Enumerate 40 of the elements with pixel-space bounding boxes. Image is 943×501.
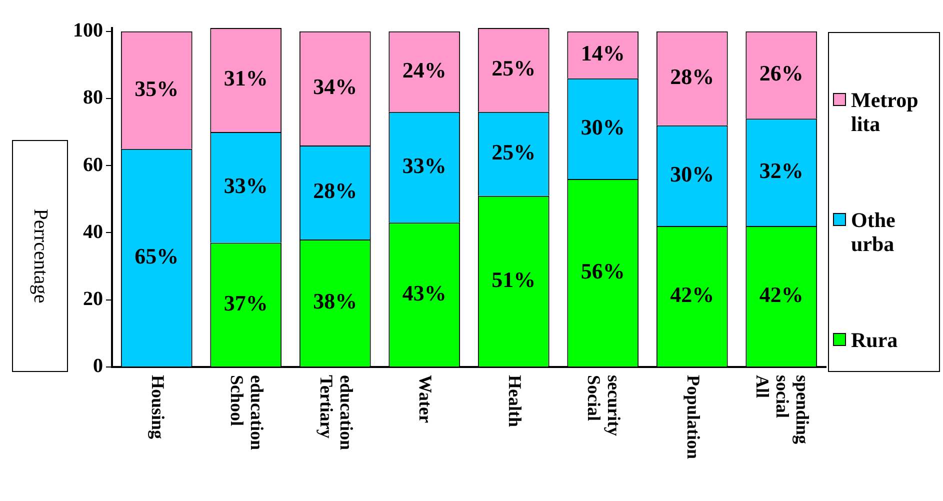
- data-label: 32%: [759, 158, 804, 184]
- x-tick-label: Housing: [148, 375, 168, 440]
- data-label: 65%: [134, 243, 179, 268]
- data-label: 28%: [313, 178, 358, 204]
- y-tick-label: 60: [83, 154, 103, 176]
- data-label: 42%: [670, 282, 714, 307]
- x-tick-label: Social security: [584, 375, 624, 436]
- y-tick-label: 80: [83, 86, 103, 109]
- legend-label: Metrop lita: [850, 88, 920, 136]
- data-label: 56%: [580, 258, 625, 284]
- x-tick-label: Population: [683, 375, 704, 460]
- data-label: 33%: [402, 152, 446, 178]
- data-label: 42%: [759, 282, 804, 307]
- data-label: 33%: [224, 173, 268, 198]
- data-label: 28%: [670, 64, 714, 90]
- data-label: 30%: [670, 161, 714, 186]
- data-label: 51%: [492, 266, 536, 292]
- x-tick-label: School education: [227, 375, 268, 450]
- x-tick-label: Health: [504, 375, 525, 427]
- y-axis-title: Perrcentage: [28, 208, 52, 304]
- data-label: 35%: [134, 76, 179, 101]
- data-label: 30%: [580, 114, 625, 140]
- y-tick-label: 100: [73, 20, 103, 42]
- y-tick-label: 20: [83, 288, 103, 310]
- legend-label: Othe urba: [850, 208, 896, 256]
- data-label: 25%: [492, 56, 536, 81]
- data-label: 31%: [224, 66, 268, 91]
- y-tick-label: 0: [93, 355, 103, 378]
- data-label: 25%: [492, 140, 536, 165]
- x-tick-label: All social spending: [752, 375, 813, 444]
- y-tick-label: 40: [83, 220, 103, 243]
- data-label: 24%: [402, 57, 446, 82]
- data-label: 34%: [313, 74, 358, 100]
- data-label: 38%: [313, 288, 358, 314]
- x-tick-label: Water: [416, 375, 436, 423]
- data-label: 26%: [759, 60, 804, 86]
- data-label: 37%: [224, 290, 268, 316]
- series-label: Rura: [850, 328, 899, 352]
- data-label: 14%: [580, 40, 625, 66]
- data-label: 43%: [402, 280, 446, 306]
